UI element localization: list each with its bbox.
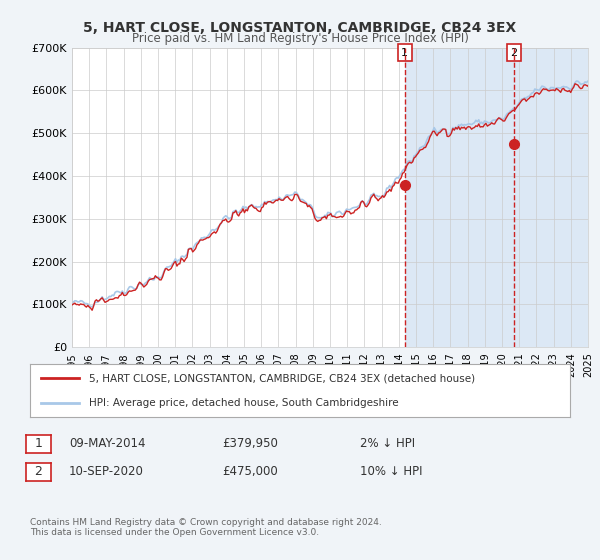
Text: 10% ↓ HPI: 10% ↓ HPI: [360, 465, 422, 478]
Text: 1: 1: [401, 48, 409, 58]
Text: 1: 1: [34, 437, 43, 450]
Text: 5, HART CLOSE, LONGSTANTON, CAMBRIDGE, CB24 3EX (detached house): 5, HART CLOSE, LONGSTANTON, CAMBRIDGE, C…: [89, 374, 476, 384]
Text: £379,950: £379,950: [222, 437, 278, 450]
Text: Price paid vs. HM Land Registry's House Price Index (HPI): Price paid vs. HM Land Registry's House …: [131, 32, 469, 45]
Text: HPI: Average price, detached house, South Cambridgeshire: HPI: Average price, detached house, Sout…: [89, 398, 399, 408]
Text: 2: 2: [34, 465, 43, 478]
Text: Contains HM Land Registry data © Crown copyright and database right 2024.
This d: Contains HM Land Registry data © Crown c…: [30, 518, 382, 538]
Text: 5, HART CLOSE, LONGSTANTON, CAMBRIDGE, CB24 3EX: 5, HART CLOSE, LONGSTANTON, CAMBRIDGE, C…: [83, 21, 517, 35]
Text: 2% ↓ HPI: 2% ↓ HPI: [360, 437, 415, 450]
Text: 2: 2: [511, 48, 518, 58]
Text: 10-SEP-2020: 10-SEP-2020: [69, 465, 144, 478]
Text: £475,000: £475,000: [222, 465, 278, 478]
Bar: [405, 48, 588, 347]
Text: 09-MAY-2014: 09-MAY-2014: [69, 437, 146, 450]
